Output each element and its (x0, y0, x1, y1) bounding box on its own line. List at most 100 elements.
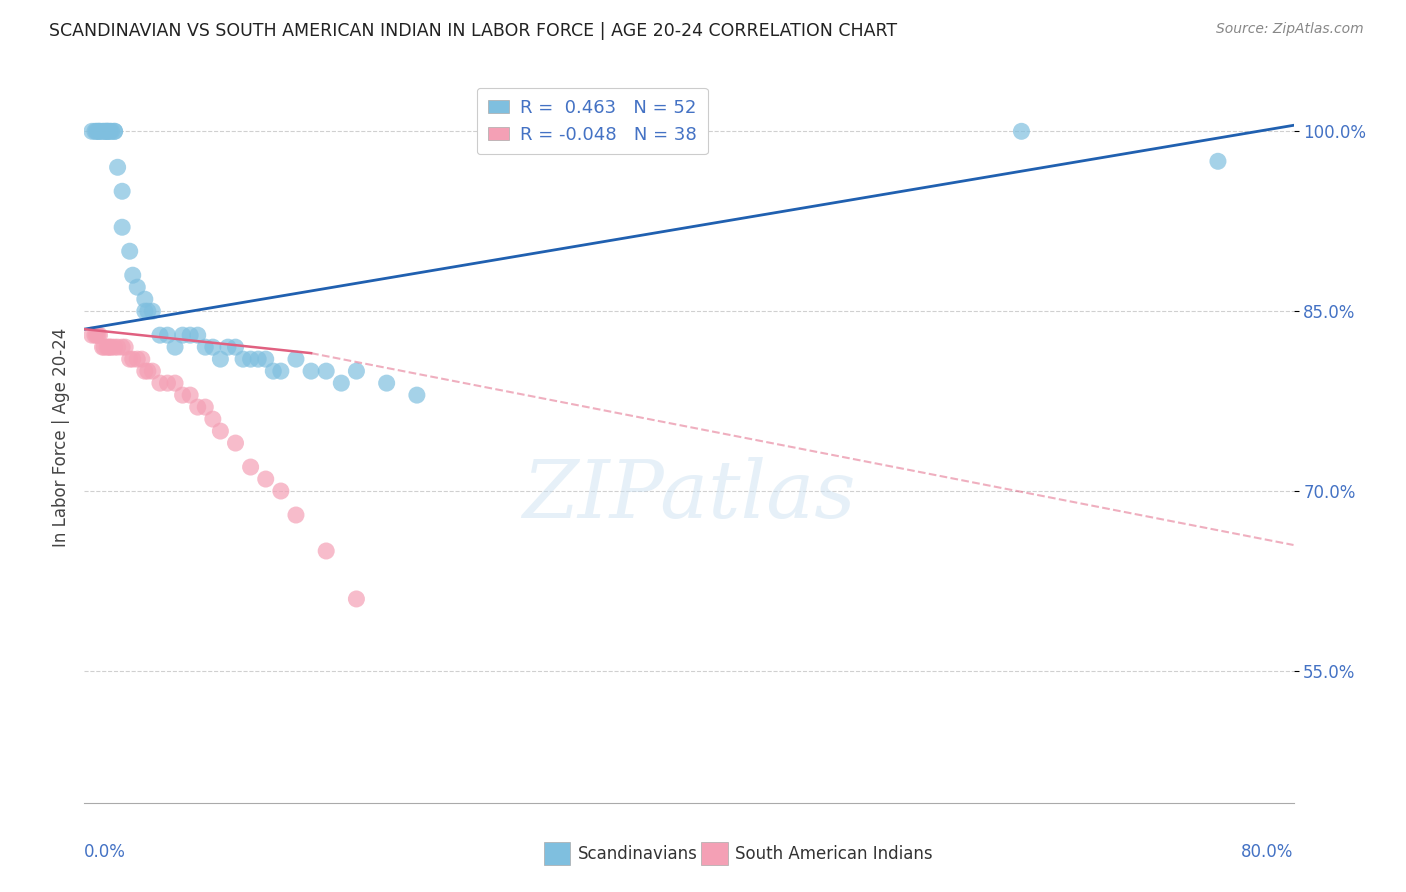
Point (91, 124, 114, 138)
Point (97, 124, 120, 138)
Text: Source: ZipAtlas.com: Source: ZipAtlas.com (1216, 22, 1364, 37)
Legend: R =  0.463   N = 52, R = -0.048   N = 38: R = 0.463 N = 52, R = -0.048 N = 38 (477, 87, 707, 154)
Point (121, 352, 143, 367)
Text: ZIPatlas: ZIPatlas (522, 457, 856, 534)
Point (111, 340, 134, 354)
Point (156, 328, 179, 343)
Point (104, 340, 127, 354)
Point (111, 184, 134, 198)
Point (127, 352, 149, 367)
Point (285, 508, 308, 522)
Point (194, 400, 217, 414)
Point (86, 124, 108, 138)
Point (127, 280, 149, 294)
Point (97, 340, 120, 354)
Point (225, 340, 247, 354)
Point (98, 340, 121, 354)
Point (239, 460, 262, 475)
Point (87, 328, 110, 343)
Point (87, 124, 110, 138)
Point (100, 340, 122, 354)
Point (80, 328, 103, 343)
FancyBboxPatch shape (702, 841, 728, 865)
Point (187, 400, 209, 414)
Point (96, 124, 118, 138)
Point (315, 544, 337, 558)
Point (141, 304, 163, 318)
Point (172, 328, 194, 343)
Point (247, 352, 270, 367)
Point (104, 124, 127, 138)
Point (136, 364, 159, 378)
Point (136, 304, 159, 318)
Point (156, 376, 179, 391)
Point (232, 352, 254, 367)
Point (179, 388, 201, 402)
Point (165, 340, 187, 354)
Point (179, 328, 201, 343)
Point (141, 364, 163, 378)
Point (172, 388, 194, 402)
Text: 0.0%: 0.0% (84, 843, 127, 861)
Point (375, 376, 398, 391)
Point (254, 352, 277, 367)
Point (299, 364, 322, 378)
Text: SCANDINAVIAN VS SOUTH AMERICAN INDIAN IN LABOR FORCE | AGE 20-24 CORRELATION CHA: SCANDINAVIAN VS SOUTH AMERICAN INDIAN IN… (49, 22, 897, 40)
Point (89, 124, 111, 138)
Point (225, 436, 247, 450)
Point (118, 352, 141, 367)
Y-axis label: In Labor Force | Age 20-24: In Labor Force | Age 20-24 (52, 327, 70, 547)
Point (96, 124, 118, 138)
Point (121, 268, 143, 283)
Point (1206, 154, 1229, 169)
Point (111, 220, 134, 235)
Point (89, 328, 111, 343)
Point (209, 424, 232, 438)
Point (86, 328, 108, 343)
Point (98, 124, 121, 138)
Point (93, 124, 115, 138)
Point (131, 352, 153, 367)
Text: 80.0%: 80.0% (1241, 843, 1294, 861)
Point (100, 124, 122, 138)
Point (96, 340, 118, 354)
Point (270, 364, 292, 378)
Point (149, 328, 172, 343)
Point (114, 340, 136, 354)
Point (346, 364, 368, 378)
Point (315, 364, 337, 378)
Point (406, 388, 429, 402)
Point (270, 483, 292, 498)
FancyBboxPatch shape (544, 841, 571, 865)
Point (165, 376, 187, 391)
Point (217, 340, 239, 354)
Point (89, 124, 111, 138)
Point (80, 124, 103, 138)
Point (134, 364, 156, 378)
Point (201, 412, 224, 426)
Point (262, 364, 284, 378)
Text: South American Indians: South American Indians (735, 845, 932, 863)
Point (104, 124, 127, 138)
Point (330, 376, 353, 391)
Point (285, 352, 308, 367)
Point (134, 304, 156, 318)
Text: Scandinavians: Scandinavians (578, 845, 697, 863)
Point (149, 376, 172, 391)
Point (84, 124, 107, 138)
Point (194, 340, 217, 354)
Point (1011, 124, 1033, 138)
Point (107, 161, 129, 175)
Point (134, 292, 156, 306)
Point (239, 352, 262, 367)
Point (346, 591, 368, 606)
Point (201, 340, 224, 354)
Point (254, 472, 277, 486)
Point (91, 340, 114, 354)
Point (93, 340, 115, 354)
Point (84, 328, 107, 343)
Point (187, 328, 209, 343)
Point (118, 244, 141, 259)
Point (94, 124, 117, 138)
Point (209, 352, 232, 367)
